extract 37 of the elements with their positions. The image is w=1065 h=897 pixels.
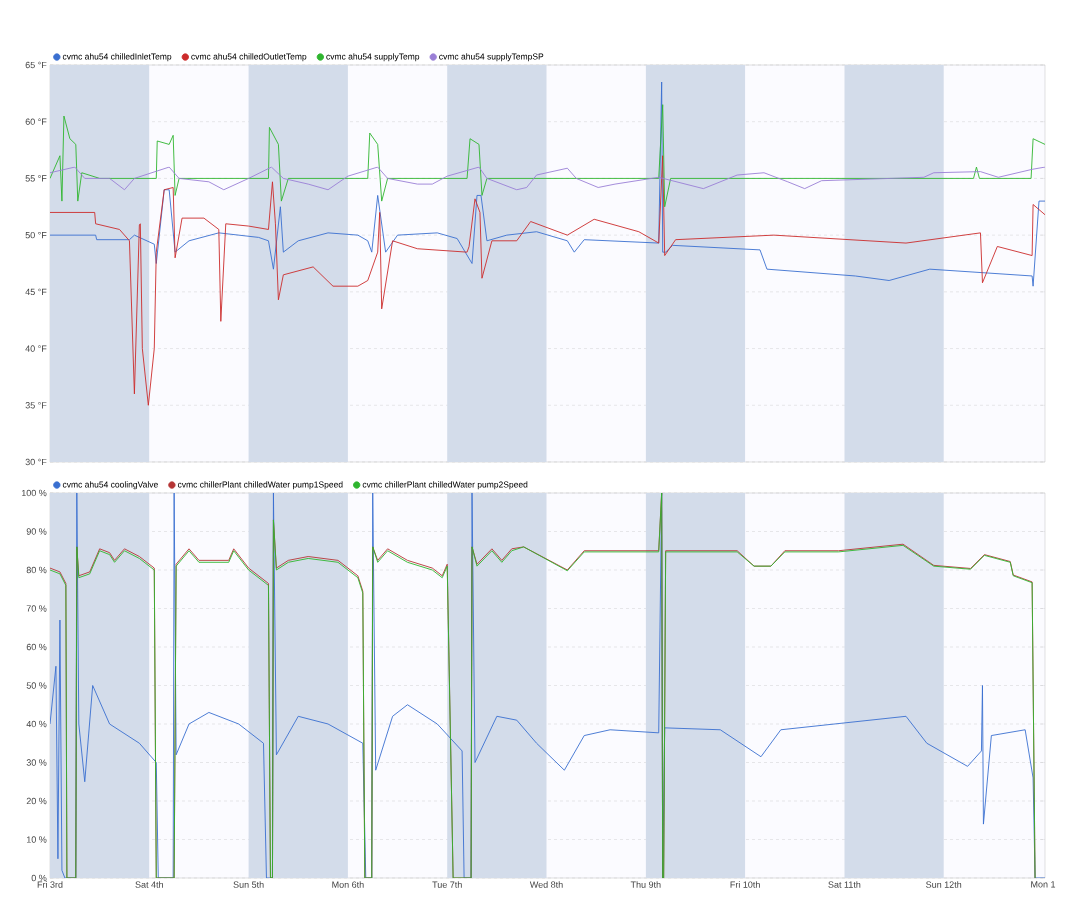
y-tick-label: 40 %: [26, 720, 47, 728]
y-tick-label: 55 °F: [25, 175, 47, 182]
y-tick-label: 30 °F: [25, 458, 47, 466]
y-tick-label: 45 °F: [25, 288, 47, 296]
x-tick-label: Fri 3rd: [37, 881, 63, 888]
x-tick-label: Fri 10th: [730, 881, 760, 888]
y-tick-label: 30 %: [26, 759, 47, 766]
legend-label: cvmc ahu54 chilledOutletTemp: [191, 53, 307, 62]
y-tick-label: 60 °F: [25, 118, 47, 125]
x-tick-label: Sat 4th: [135, 881, 163, 888]
legend-label: cvmc chillerPlant chilledWater pump1Speed: [177, 481, 343, 490]
y-tick-label: 35 °F: [25, 402, 47, 409]
x-tick-label: Wed 8th: [529, 881, 563, 888]
y-tick-label: 0 %: [31, 874, 47, 882]
x-tick-label: Sun 12th: [926, 881, 962, 888]
legend-label: cvmc chillerPlant chilledWater pump2Speed: [362, 481, 528, 490]
x-tick-label: Mon 1: [1031, 881, 1056, 888]
x-tick-label: Thu 9th: [630, 881, 661, 888]
y-tick-label: 20 %: [26, 797, 47, 805]
x-tick-label: Sat 11th: [828, 881, 861, 888]
y-tick-label: 90 %: [26, 528, 47, 535]
x-tick-label: Sun 5th: [233, 881, 264, 888]
y-tick-label: 50 °F: [25, 231, 47, 239]
y-tick-label: 100 %: [21, 489, 47, 497]
legend-label: cvmc ahu54 supplyTemp: [326, 53, 420, 62]
y-tick-label: 60 %: [26, 643, 47, 651]
y-tick-label: 40 °F: [25, 345, 47, 352]
legend-label: cvmc ahu54 supplyTempSP: [439, 53, 544, 62]
x-tick-label: Tue 7th: [432, 881, 462, 888]
y-tick-label: 10 %: [26, 836, 47, 843]
y-tick-label: 70 %: [26, 605, 47, 612]
y-tick-label: 65 °F: [25, 61, 47, 69]
y-tick-label: 80 %: [26, 566, 47, 574]
x-tick-label: Mon 6th: [332, 881, 364, 888]
legend-label: cvmc ahu54 chilledInletTemp: [62, 53, 172, 62]
y-tick-label: 50 %: [26, 682, 47, 689]
legend-label: cvmc ahu54 coolingValve: [62, 481, 158, 490]
